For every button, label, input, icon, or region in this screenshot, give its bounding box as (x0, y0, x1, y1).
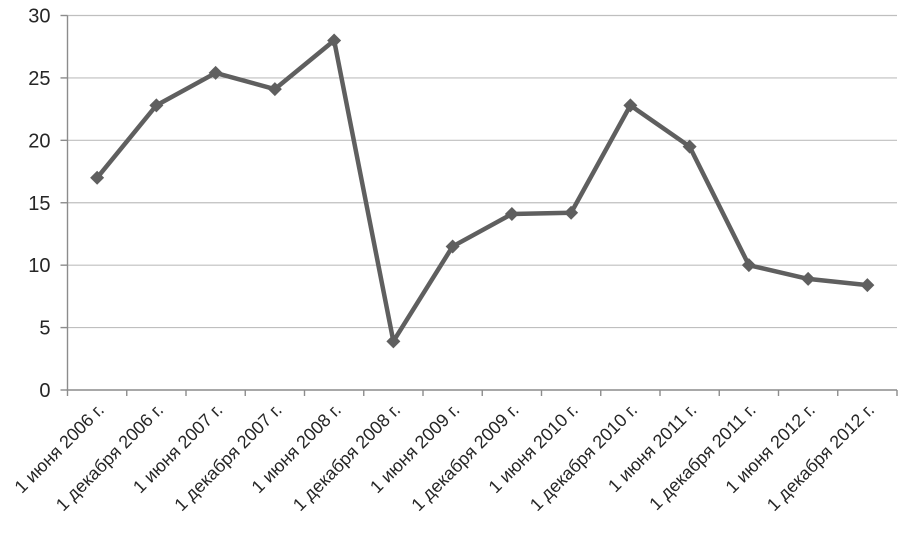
data-point-marker (623, 98, 638, 113)
y-axis-tick-label: 5 (39, 318, 50, 340)
data-point-marker (90, 170, 105, 185)
y-axis-tick-label: 20 (28, 130, 50, 152)
data-point-marker (327, 33, 342, 48)
y-axis-tick-label: 25 (28, 68, 50, 90)
data-point-marker (445, 239, 460, 254)
x-axis-tick-label: 1 декабря 2006 г. (52, 400, 167, 515)
data-point-marker (267, 82, 282, 97)
x-axis-tick-label: 1 декабря 2009 г. (407, 400, 522, 515)
data-point-marker (741, 258, 756, 273)
y-axis-tick-label: 0 (39, 380, 50, 402)
data-point-marker (564, 205, 579, 220)
gridlines (67, 14, 897, 329)
data-markers (90, 33, 875, 349)
data-point-marker (149, 98, 164, 113)
x-axis-tick-label: 1 декабря 2007 г. (170, 400, 285, 515)
data-point-marker (208, 65, 223, 80)
data-point-marker (682, 139, 697, 154)
data-point-marker (801, 271, 816, 286)
x-axis-tick-label: 1 декабря 2012 г. (763, 400, 878, 515)
y-axis-labels: 0 5 10 15 20 25 30 (28, 6, 50, 403)
x-axis-tick-label: 1 декабря 2008 г. (289, 400, 404, 515)
data-line (94, 38, 870, 344)
data-point-marker (386, 334, 401, 349)
data-point-marker (860, 278, 875, 293)
x-axis-tick-label: 1 декабря 2010 г. (526, 400, 641, 515)
tick-marks (60, 14, 898, 396)
y-axis-tick-label: 30 (28, 6, 50, 28)
y-axis-tick-label: 10 (28, 255, 50, 277)
y-axis-tick-label: 15 (28, 193, 50, 215)
x-axis-labels: 1 июня 2006 г.1 декабря 2006 г.1 июня 20… (11, 400, 879, 515)
x-axis-tick-label: 1 декабря 2011 г. (645, 400, 759, 514)
data-point-marker (504, 206, 519, 221)
